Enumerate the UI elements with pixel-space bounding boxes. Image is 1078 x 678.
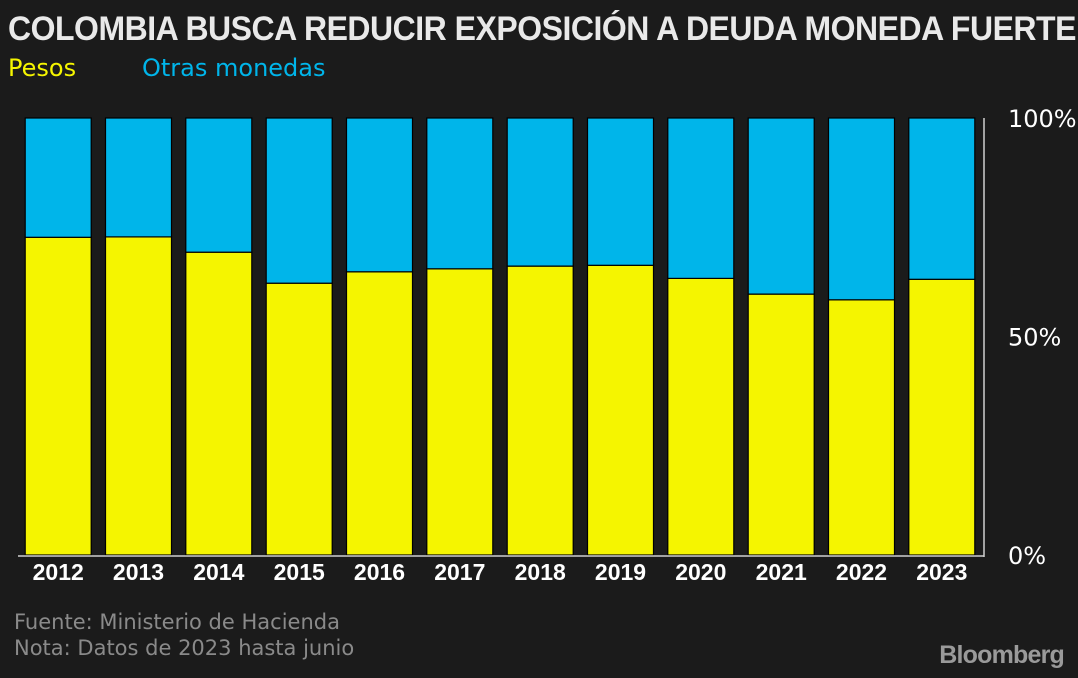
x-tick-label: 2022 [836,559,887,585]
x-tick-label: 2023 [916,559,967,585]
bar-pesos-2014 [185,251,253,556]
bar-pesos-2018 [506,265,574,556]
bar-otras-monedas-2015 [265,117,333,284]
y-tick-label: 100% [1008,105,1077,133]
x-tick-label: 2020 [675,559,726,585]
x-tick-label: 2021 [756,559,807,585]
legend-item-otras-monedas: Otras monedas [142,54,326,82]
bar-otras-monedas-2023 [908,117,976,280]
y-tick-label: 0% [1008,542,1046,570]
chart-footer: Fuente: Ministerio de Hacienda Nota: Dat… [14,609,354,661]
bar-otras-monedas-2018 [506,117,574,267]
bar-otras-monedas-2013 [104,117,173,238]
bar-pesos-2017 [426,268,494,556]
bar-pesos-2022 [827,299,896,556]
legend-item-pesos: Pesos [8,54,77,82]
bar-otras-monedas-2019 [586,117,655,266]
bar-otras-monedas-2022 [827,117,896,301]
x-tick-label: 2019 [595,559,646,585]
x-tick-label: 2012 [33,559,84,585]
x-tick-label: 2016 [354,559,405,585]
bar-otras-monedas-2014 [185,117,253,253]
source-note: Fuente: Ministerio de Hacienda [14,610,340,634]
bar-otras-monedas-2021 [747,117,815,295]
bar-otras-monedas-2020 [667,117,735,279]
bars-group [24,117,976,556]
bar-pesos-2012 [24,236,92,556]
data-note: Nota: Datos de 2023 hasta junio [14,636,355,660]
x-tick-label: 2017 [434,559,485,585]
bar-pesos-2015 [265,282,333,556]
y-tick-label: 50% [1008,324,1061,352]
bar-pesos-2021 [747,293,815,556]
chart-title: COLOMBIA BUSCA REDUCIR EXPOSICIÓN A DEUD… [8,10,1076,48]
bar-pesos-2020 [667,277,735,556]
bar-pesos-2016 [345,271,414,556]
stacked-bar-chart: 2012 2013 2014 2015 2016 2017 2018 2019 2020 2021… [18,105,1077,585]
bar-pesos-2013 [104,236,173,556]
bloomberg-logo: Bloomberg [939,641,1065,669]
bar-otras-monedas-2012 [24,117,92,238]
x-tick-label: 2013 [113,559,164,585]
x-tick-label: 2014 [193,559,244,585]
x-tick-labels: 2012 2013 2014 2015 2016 2017 2018 2019 2020 2021… [33,559,968,585]
bar-pesos-2019 [586,264,655,556]
bar-pesos-2023 [908,278,976,556]
bar-otras-monedas-2017 [426,117,494,270]
y-tick-labels: 0% 50% 100% [1008,105,1077,570]
bar-otras-monedas-2016 [345,117,414,273]
x-tick-label: 2018 [515,559,566,585]
x-tick-label: 2015 [274,559,325,585]
